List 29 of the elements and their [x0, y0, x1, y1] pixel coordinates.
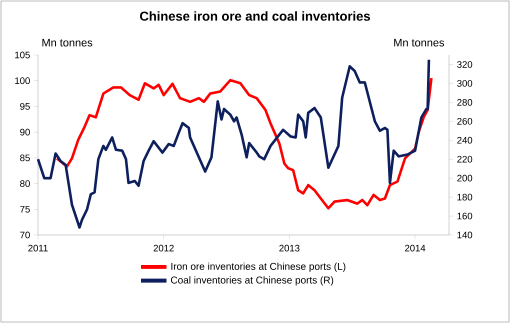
y2-tick-label: 260 — [457, 118, 472, 125]
y-tick-label: 75 — [20, 206, 30, 213]
y2-tick-label: 220 — [457, 156, 472, 163]
y-tick-label: 80 — [20, 180, 30, 187]
y-tick-label: 85 — [20, 154, 30, 162]
chart-title: Chinese iron ore and coal inventories — [140, 11, 370, 21]
x-tick-label: 2011 — [28, 244, 48, 252]
legend-label: Iron ore inventories at Chinese ports (L) — [171, 262, 346, 272]
y2-tick-label: 280 — [457, 99, 472, 106]
y2-tick-label: 240 — [457, 136, 472, 144]
y2-tick-label: 300 — [457, 80, 472, 87]
y-tick-label: 100 — [15, 77, 30, 84]
y2-tick-label: 160 — [458, 212, 472, 220]
y-tick-label: 90 — [20, 128, 30, 136]
legend-label: Coal inventories at Chinese ports (R) — [170, 276, 334, 286]
line-series — [56, 76, 433, 210]
y-tick-label: 95 — [20, 103, 30, 110]
y2-tick-label: 200 — [457, 174, 472, 182]
line-series — [36, 58, 430, 229]
x-tick-label: 2014 — [405, 244, 426, 252]
y2-tick-label: 140 — [458, 232, 472, 238]
x-tick-label: 2013 — [279, 244, 300, 252]
y-axis-title: Mn tonnes — [42, 38, 92, 46]
y-tick-label: 70 — [20, 232, 30, 238]
y-tick-label: 105 — [15, 52, 30, 58]
y2-axis-title: Mn tonnes — [394, 38, 444, 46]
y2-tick-label: 320 — [457, 61, 472, 68]
x-tick-label: 2012 — [154, 244, 174, 252]
y2-tick-label: 180 — [458, 194, 472, 200]
